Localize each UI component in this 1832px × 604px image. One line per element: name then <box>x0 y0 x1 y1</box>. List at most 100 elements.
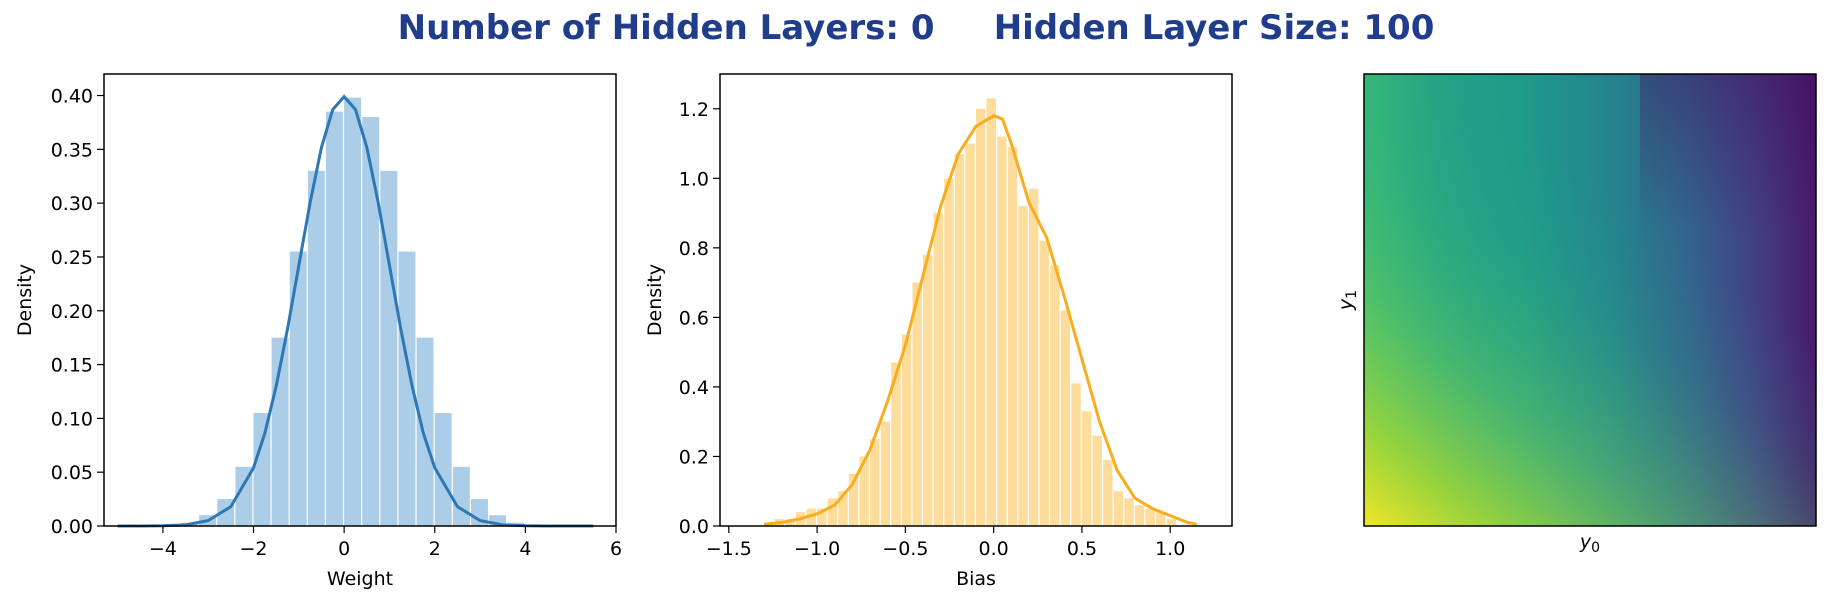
bias-hist-bar <box>1145 508 1155 526</box>
bias-hist-bar <box>944 178 954 527</box>
weight-y-tick-label: 0.20 <box>51 301 93 323</box>
weight-hist-bar <box>289 251 307 527</box>
bias-y-ticks: 0.0 0.2 0.4 0.6 0.8 1.0 1.2 <box>679 99 720 538</box>
bias-hist-bar <box>785 519 795 526</box>
bias-hist-bar <box>1039 240 1049 526</box>
weight-x-tick-label: 6 <box>610 538 622 560</box>
bias-hist-bar <box>1166 519 1177 526</box>
bias-kde-line <box>763 114 1198 526</box>
bias-hist-bar <box>1060 310 1071 526</box>
bias-y-tick-label: 0.8 <box>679 238 709 260</box>
weight-histogram <box>144 97 561 527</box>
bias-hist-bar <box>880 421 891 526</box>
bias-hist-bar <box>806 508 816 526</box>
bias-hist-bar <box>965 143 975 527</box>
weight-x-axis-label: Weight <box>327 568 393 590</box>
bias-y-tick-label: 0.2 <box>679 446 709 468</box>
bias-x-ticks: −1.5 −1.0 −0.5 0.0 0.5 1.0 <box>706 526 1185 560</box>
weight-y-tick-label: 0.25 <box>51 247 93 269</box>
bias-hist-bar <box>1156 512 1166 526</box>
weight-hist-bar <box>434 413 452 526</box>
weight-hist-bar <box>416 337 434 526</box>
heatmap-dark-corner <box>1640 74 1816 234</box>
bias-x-tick-label: 1.0 <box>1155 538 1185 560</box>
weight-y-ticks: 0.00 0.05 0.10 0.15 0.20 0.25 0.30 0.35 0.40 <box>51 86 104 538</box>
weight-y-tick-label: 0.40 <box>51 86 93 108</box>
bias-hist-bar <box>1092 435 1102 526</box>
weight-hist-bar <box>398 251 416 527</box>
bias-x-tick-label: −0.5 <box>882 538 928 560</box>
bias-hist-bar <box>1134 505 1145 526</box>
bias-x-axis-label: Bias <box>956 568 996 590</box>
bias-hist-bar <box>976 108 986 527</box>
weight-x-ticks: −4 −2 0 2 4 6 <box>149 526 622 560</box>
weight-hist-bar <box>380 170 398 526</box>
heatmap-x-axis-label: y0 <box>1579 531 1600 556</box>
bias-hist-bar <box>1124 498 1134 526</box>
bias-hist-bar <box>1103 459 1113 526</box>
weight-hist-bar <box>344 97 362 526</box>
bias-histogram <box>764 98 1177 527</box>
bias-x-tick-label: 0.5 <box>1067 538 1097 560</box>
weight-x-tick-label: 0 <box>338 538 350 560</box>
weight-y-tick-label: 0.00 <box>51 516 93 538</box>
weight-y-tick-label: 0.15 <box>51 355 93 377</box>
weight-y-tick-label: 0.10 <box>51 408 93 430</box>
title-hidden-layer-size: Hidden Layer Size: 100 <box>993 8 1435 48</box>
figure-title: Number of Hidden Layers: 0 Hidden Layer … <box>0 8 1832 52</box>
weight-hist-bar <box>489 515 507 526</box>
output-heatmap: y0 y1 <box>1335 73 1817 556</box>
bias-x-tick-label: 0.0 <box>979 538 1009 560</box>
weight-y-tick-label: 0.35 <box>51 139 93 161</box>
bias-hist-bar <box>986 98 996 526</box>
bias-hist-bar <box>859 456 869 526</box>
bias-hist-bar <box>838 491 848 526</box>
weight-hist-bar <box>452 466 470 526</box>
bias-hist-bar <box>1071 383 1081 526</box>
bias-y-axis-label: Density <box>644 264 666 336</box>
bias-hist-bar <box>997 136 1007 527</box>
weight-x-tick-label: 4 <box>519 538 531 560</box>
bias-hist-bar <box>870 439 880 526</box>
bias-y-tick-label: 0.4 <box>679 377 709 399</box>
bias-hist-bar <box>1081 411 1092 526</box>
bias-density-chart: −1.5 −1.0 −0.5 0.0 0.5 1.0 0.0 0.2 0.4 0.6 0.8 1.0… <box>644 73 1233 590</box>
weight-x-tick-label: −2 <box>240 538 268 560</box>
bias-hist-bar <box>901 334 912 526</box>
weight-axes-frame <box>103 73 617 527</box>
bias-y-tick-label: 0.6 <box>679 307 709 329</box>
bias-hist-bar <box>817 508 827 526</box>
bias-hist-bar <box>1113 491 1124 526</box>
bias-x-tick-label: −1.0 <box>794 538 840 560</box>
bias-axes-frame <box>719 73 1233 527</box>
weight-y-tick-label: 0.05 <box>51 462 93 484</box>
weight-hist-bar <box>362 117 380 527</box>
bias-y-tick-label: 1.0 <box>679 168 709 190</box>
bias-hist-bar <box>891 362 901 526</box>
weight-y-tick-label: 0.30 <box>51 193 93 215</box>
weight-y-axis-label: Density <box>14 264 36 336</box>
weight-x-tick-label: −4 <box>149 538 177 560</box>
bias-hist-bar <box>1050 265 1060 526</box>
bias-hist-bar <box>954 153 965 526</box>
bias-y-tick-label: 1.2 <box>679 99 709 121</box>
weight-hist-bar <box>235 466 253 526</box>
bias-y-tick-label: 0.0 <box>679 516 709 538</box>
weight-kde-line <box>117 94 594 528</box>
weight-hist-bar <box>307 170 325 526</box>
bias-hist-bar <box>923 254 933 527</box>
weight-hist-bar <box>253 413 271 526</box>
title-hidden-layers: Number of Hidden Layers: 0 <box>397 8 935 48</box>
bias-hist-bar <box>1018 206 1028 526</box>
bias-hist-bar <box>1007 147 1018 526</box>
bias-hist-bar <box>848 473 859 526</box>
heatmap-y-axis-label: y1 <box>1335 290 1360 311</box>
weight-hist-bar <box>326 111 343 527</box>
bias-x-tick-label: −1.5 <box>706 538 752 560</box>
heatmap-axes-frame <box>1363 73 1817 527</box>
bias-hist-bar <box>933 213 944 527</box>
bias-hist-bar <box>1028 188 1039 526</box>
weight-x-tick-label: 2 <box>429 538 441 560</box>
bias-hist-bar <box>912 282 922 526</box>
